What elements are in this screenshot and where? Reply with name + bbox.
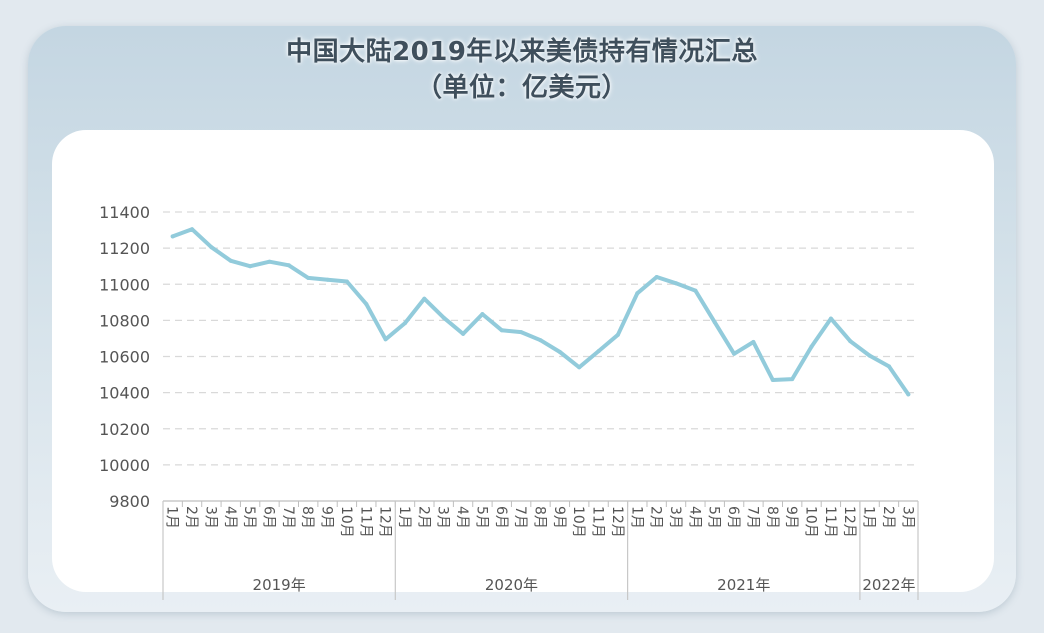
data-point [577,365,582,370]
y-tick-label: 10800 [99,311,150,330]
data-point [441,315,446,320]
data-point [712,320,717,325]
month-label: 12月 [609,506,625,538]
y-tick-label: 10400 [99,384,150,403]
month-label: 7月 [280,506,296,529]
y-tick-label: 10000 [99,456,150,475]
data-point [344,279,349,284]
title-line-2: （单位：亿美元） [415,73,628,103]
data-point [809,344,814,349]
month-label: 2月 [183,506,199,529]
data-point [906,392,911,397]
data-point [596,349,601,354]
data-point [325,277,330,282]
series-line [170,227,911,397]
month-label: 8月 [299,506,315,529]
month-label: 9月 [551,506,567,529]
year-group-label: 2022年 [862,576,915,594]
month-label: 12月 [841,506,857,538]
month-label: 4月 [454,506,470,529]
month-label: 9月 [783,506,799,529]
month-label: 3月 [667,506,683,529]
data-point [461,331,466,336]
y-tick-label: 11200 [99,239,150,258]
y-tick-label: 10200 [99,420,150,439]
month-label: 7月 [512,506,528,529]
data-point [751,340,756,344]
month-label: 4月 [222,506,238,529]
month-label: 6月 [260,506,276,529]
data-point [383,337,388,342]
month-label: 10月 [803,506,819,538]
year-group-label: 2020年 [485,576,538,594]
year-group-label: 2019年 [253,576,306,594]
data-point [248,264,253,269]
month-label: 5月 [473,506,489,529]
y-tick-label: 11000 [99,275,150,294]
data-point [499,328,504,333]
data-point [732,351,737,356]
chart-title: 中国大陆2019年以来美债持有情况汇总 （单位：亿美元） [28,34,1016,106]
data-point [848,339,853,344]
month-label: 3月 [899,506,915,529]
plot-panel [52,130,994,592]
data-point [306,275,311,280]
month-label: 5月 [241,506,257,529]
data-point [867,353,872,358]
data-point [364,302,369,307]
month-label: 10月 [570,506,586,538]
data-point [403,321,407,326]
data-point [615,332,620,337]
year-group-label: 2021年 [717,576,770,594]
data-point [635,291,640,296]
month-label: 4月 [686,506,702,529]
data-point [480,312,485,317]
month-label: 8月 [532,506,548,529]
month-label: 1月 [628,506,644,529]
data-point [267,259,272,264]
data-point [654,275,659,279]
data-point [790,377,795,382]
data-point [519,330,524,335]
month-label: 2月 [880,506,896,529]
data-point [228,258,233,263]
month-label: 10月 [338,506,354,538]
data-point [209,245,214,250]
month-label: 11月 [590,506,606,538]
data-point [887,364,891,369]
month-label: 9月 [319,506,335,529]
data-point [190,227,194,232]
month-label: 1月 [396,506,412,529]
month-label: 2月 [415,506,431,529]
title-line-1: 中国大陆2019年以来美债持有情况汇总 [286,37,758,67]
month-label: 8月 [764,506,780,529]
month-label: 6月 [493,506,509,529]
data-point [674,281,678,286]
month-label: 3月 [202,506,218,529]
month-label: 2月 [648,506,664,529]
y-tick-label: 11400 [99,203,150,222]
y-tick-label: 9800 [109,492,150,511]
month-label: 7月 [744,506,760,529]
month-label: 11月 [822,506,838,538]
data-point [422,296,427,301]
data-point [770,378,775,382]
data-point [170,234,175,239]
data-point [538,338,543,343]
month-label: 1月 [861,506,877,529]
data-point [557,350,562,354]
month-label: 12月 [377,506,393,538]
month-label: 1月 [164,506,180,529]
month-label: 5月 [706,506,722,529]
month-label: 3月 [435,506,451,529]
y-tick-label: 10600 [99,348,150,367]
data-point [286,263,291,268]
month-label: 6月 [725,506,741,529]
data-point [828,316,833,321]
month-label: 11月 [357,506,373,538]
data-point [693,288,698,293]
